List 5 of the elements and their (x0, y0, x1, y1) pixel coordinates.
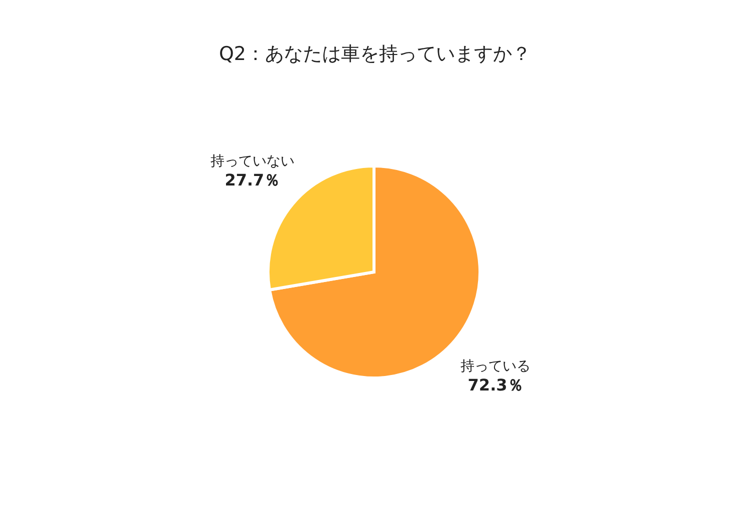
slice-label: 持っていない (210, 154, 294, 170)
chart-title: Q2：あなたは車を持っていますか？ (218, 43, 532, 65)
data-label: 27.7％ (224, 170, 280, 190)
data-label: 72.3％ (468, 376, 524, 394)
slice-label: 持っている (460, 358, 531, 374)
